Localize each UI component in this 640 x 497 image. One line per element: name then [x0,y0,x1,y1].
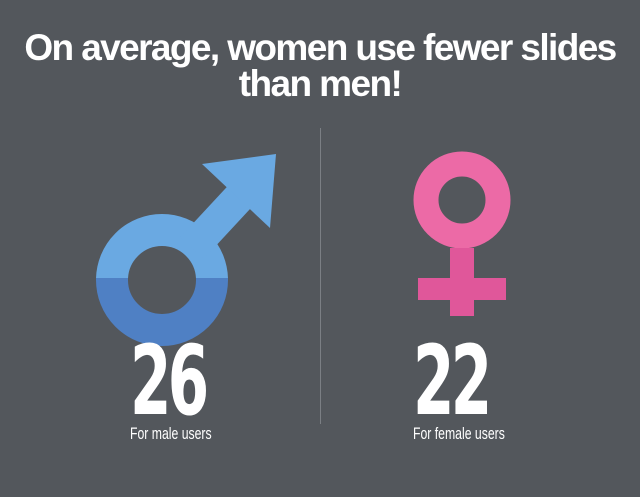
headline-line-1: On average, women use fewer slides [24,27,617,68]
male-slide-count: 26 [130,325,209,437]
male-caption: For male users [130,424,212,443]
center-divider [320,128,321,424]
female-symbol-icon [398,150,528,330]
headline-line-2: than men! [238,63,403,104]
female-caption: For female users [413,424,505,443]
male-symbol-icon [94,150,284,350]
female-slide-count: 22 [413,325,492,437]
headline: On average, women use fewer slides than … [0,27,640,104]
